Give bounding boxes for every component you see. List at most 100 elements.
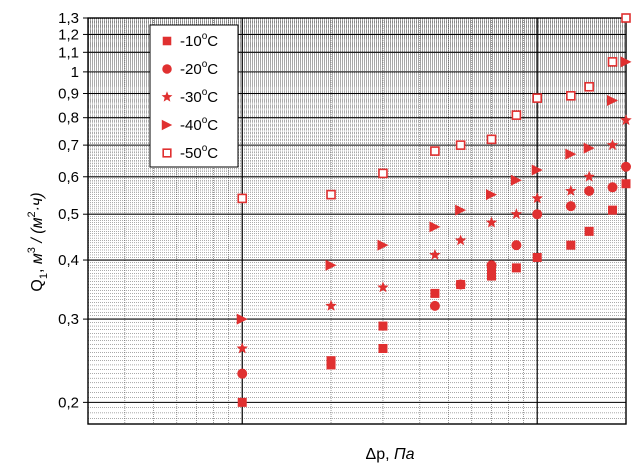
- data-point: [377, 239, 389, 251]
- data-point: [584, 226, 594, 236]
- y-tick-label: 0,4: [58, 252, 79, 269]
- legend-label-unit: C: [207, 33, 218, 50]
- data-point: [565, 201, 576, 212]
- data-point: [326, 189, 336, 200]
- data-point: [378, 168, 388, 179]
- y-tick-label: 0,8: [58, 110, 79, 127]
- y-tick-label: 0,2: [58, 394, 79, 411]
- data-point: [606, 139, 619, 150]
- y-tick-labels: 0,2 0,3 0,4 0,5 0,6 0,7 0,8 0,9 1 1,11,21,3: [58, 10, 79, 411]
- legend-label: -10oC: [180, 31, 218, 50]
- x-axis-title-main: Δp: [366, 446, 386, 463]
- legend-marker: [161, 119, 173, 131]
- data-point: [607, 94, 619, 106]
- data-point: [378, 321, 388, 331]
- legend-label-degree: o: [202, 87, 208, 98]
- legend-item: -30oC: [161, 87, 218, 106]
- data-point: [487, 266, 497, 276]
- data-point: [430, 288, 440, 298]
- legend-marker: [162, 36, 172, 46]
- data-point: [584, 81, 594, 92]
- y-title-unit-part: ·ч): [29, 192, 46, 211]
- data-point: [532, 209, 543, 220]
- data-point: [455, 140, 466, 150]
- data-point: [325, 299, 337, 311]
- y-tick-label: 0,9: [58, 86, 79, 103]
- legend-label-value: -30: [180, 89, 202, 106]
- data-point: [566, 240, 576, 250]
- legend-item: -50oC: [162, 143, 218, 162]
- legend-marker: [162, 64, 172, 74]
- data-point: [455, 204, 467, 216]
- data-point: [531, 164, 543, 176]
- series--50°C: [237, 13, 631, 204]
- y-title-unit-part: 3: [26, 247, 38, 253]
- data-point: [583, 142, 595, 154]
- legend-label-unit: C: [207, 145, 218, 162]
- x-axis-title-separator: ,: [385, 446, 394, 463]
- data-point: [237, 368, 248, 379]
- data-points: [236, 13, 632, 407]
- data-point: [583, 170, 595, 182]
- x-axis-title: Δp, Па: [366, 446, 415, 463]
- x-axis-title-unit: Па: [394, 446, 415, 463]
- data-point: [511, 263, 521, 273]
- data-point: [377, 281, 389, 293]
- data-point: [511, 240, 522, 251]
- data-point: [531, 192, 543, 204]
- legend-label-degree: o: [202, 59, 208, 70]
- data-point: [486, 260, 497, 271]
- y-tick-label: 0,6: [58, 169, 79, 186]
- y-axis-title: Q1, м3 / (м2·ч): [26, 192, 50, 291]
- data-point: [607, 182, 618, 193]
- legend-label-degree: o: [202, 143, 208, 154]
- series--30°C: [236, 114, 632, 354]
- legend-label: -40oC: [180, 115, 218, 134]
- data-point: [511, 110, 522, 120]
- data-point: [236, 342, 248, 354]
- data-point: [532, 93, 543, 103]
- data-point: [566, 91, 576, 101]
- series--10°C: [237, 179, 631, 407]
- legend-label-value: -20: [180, 61, 202, 78]
- legend-label-degree: o: [202, 115, 208, 126]
- data-point: [486, 189, 498, 201]
- legend-label: -20oC: [180, 59, 218, 78]
- y-tick-label: 1,3: [58, 10, 79, 27]
- y-title-unit-part: м: [29, 253, 46, 264]
- legend-marker: [162, 148, 172, 158]
- data-point: [510, 208, 523, 220]
- data-point: [621, 13, 631, 23]
- y-tick-label: 0,7: [58, 137, 79, 154]
- data-point: [429, 248, 441, 260]
- data-point: [429, 221, 441, 233]
- legend-label-unit: C: [207, 89, 218, 106]
- plot-frame: [87, 17, 627, 425]
- legend-item: -40oC: [161, 115, 218, 134]
- data-point: [584, 185, 595, 196]
- data-point: [455, 279, 466, 290]
- legend-marker: [161, 91, 173, 102]
- data-point: [621, 161, 631, 172]
- data-point: [607, 57, 618, 67]
- legend-label-value: -50: [180, 145, 202, 162]
- data-point: [510, 174, 522, 186]
- data-point: [620, 114, 632, 126]
- data-point: [608, 205, 618, 215]
- data-point: [454, 234, 467, 246]
- y-tick-label: 1,2: [58, 26, 79, 43]
- legend-label-unit: C: [207, 117, 218, 134]
- y-tick-label: 1: [71, 64, 79, 81]
- legend-label-value: -40: [180, 117, 202, 134]
- data-point: [532, 252, 542, 262]
- data-point: [565, 184, 577, 196]
- data-point: [430, 146, 440, 156]
- data-point: [378, 343, 388, 353]
- legend: -10oC-20oC-30oC-40oC-50oC: [149, 24, 239, 168]
- legend-item: -20oC: [162, 59, 218, 78]
- y-title-sep: ,: [29, 264, 46, 273]
- data-point: [487, 271, 497, 281]
- data-point: [325, 259, 337, 271]
- y-title-unit-part: / (м: [29, 217, 46, 247]
- legend-label-unit: C: [207, 61, 218, 78]
